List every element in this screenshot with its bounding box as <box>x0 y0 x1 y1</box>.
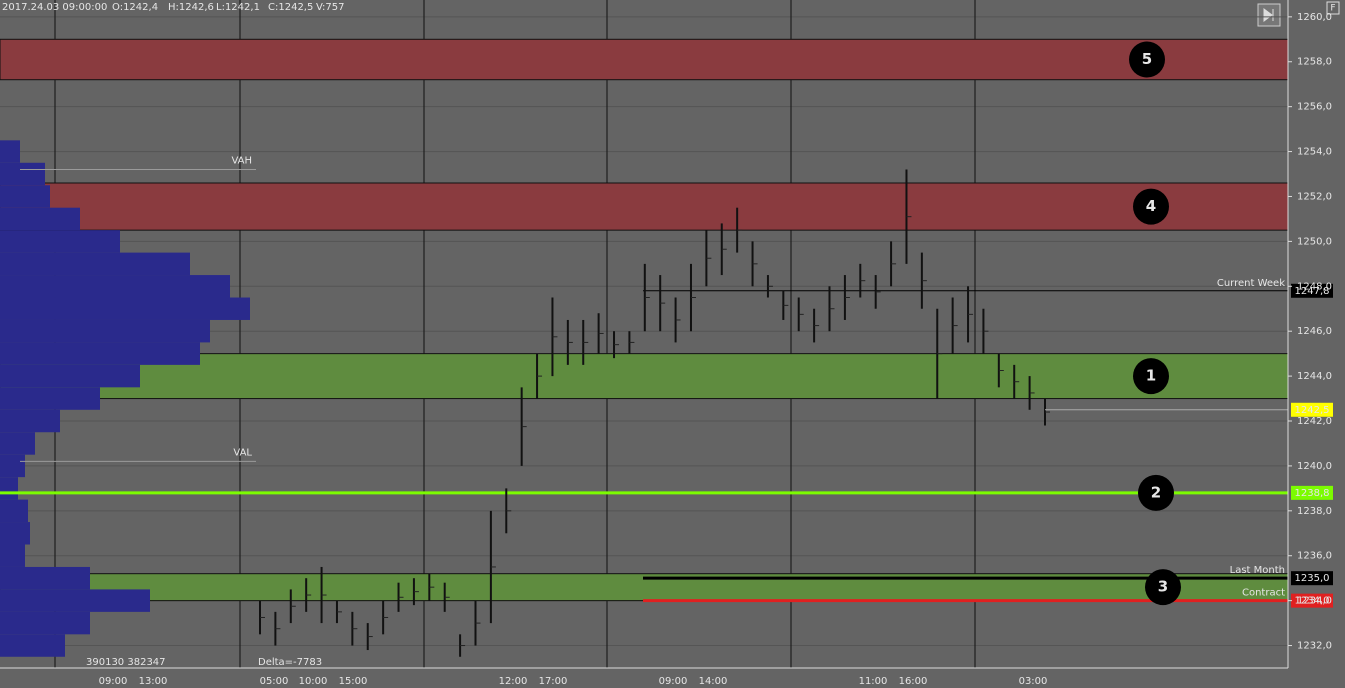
profile-bar <box>0 140 20 163</box>
profile-bar <box>0 230 120 253</box>
f-label: F <box>1330 4 1335 14</box>
zone <box>0 38 1289 81</box>
x-tick-label: 14:00 <box>699 676 728 687</box>
x-tick-label: 10:00 <box>299 676 328 687</box>
price-tag-label: 1242,5 <box>1295 405 1330 416</box>
profile-bar <box>0 319 210 343</box>
profile-bar <box>0 432 35 455</box>
level-name: Contract <box>1242 588 1285 599</box>
y-tick-label: 1246,0 <box>1297 326 1332 337</box>
zone-marker <box>1133 358 1169 395</box>
zone-marker <box>1145 569 1181 606</box>
profile-bar <box>0 499 28 523</box>
x-tick-label: 09:00 <box>659 676 688 687</box>
profile-bar <box>0 409 60 433</box>
value-area-label: VAH <box>231 156 252 167</box>
profile-bar <box>0 252 190 276</box>
y-tick-label: 1258,0 <box>1297 57 1332 68</box>
header-volume: V:757 <box>316 2 344 13</box>
y-tick-label: 1256,0 <box>1297 102 1332 113</box>
zone-marker <box>1133 188 1169 225</box>
x-tick-label: 12:00 <box>499 676 528 687</box>
profile-bar <box>0 364 140 388</box>
profile-bar <box>0 387 100 410</box>
zone-label: 2 <box>1151 483 1161 501</box>
price-tag-label: 1238,8 <box>1295 488 1330 499</box>
footer-delta: Delta=-7783 <box>258 657 322 668</box>
price-tag <box>1291 593 1333 608</box>
profile-bar <box>0 611 90 635</box>
x-tick-label: 09:00 <box>99 676 128 687</box>
x-tick-label: 16:00 <box>899 676 928 687</box>
profile-bar <box>0 454 25 478</box>
footer-volumes: 390130 382347 <box>86 657 166 668</box>
y-tick-label: 1252,0 <box>1297 191 1332 202</box>
level-name: Current Week <box>1217 278 1285 289</box>
profile-bar <box>0 342 200 365</box>
scroll-end-icon <box>1263 8 1274 22</box>
profile-bar <box>0 522 30 545</box>
header-close: C:1242,5 <box>268 2 313 13</box>
zone-label: 4 <box>1146 197 1156 215</box>
profile-bar <box>0 566 90 590</box>
f-button[interactable] <box>1326 1 1340 15</box>
y-tick-label: 1238,0 <box>1297 506 1332 517</box>
price-tag <box>1291 283 1333 298</box>
profile-bar <box>0 207 80 231</box>
header-low: L:1242,1 <box>216 2 260 13</box>
x-tick-label: 05:00 <box>260 676 289 687</box>
y-tick-label: 1254,0 <box>1297 147 1332 158</box>
header-time: 2017.24.03 09:00:00 <box>2 2 107 13</box>
header-open: O:1242,4 <box>112 2 158 13</box>
y-tick-label: 1244,0 <box>1297 371 1332 382</box>
x-tick-label: 03:00 <box>1019 676 1048 687</box>
profile-bar <box>0 477 18 500</box>
zone-marker <box>1129 41 1165 78</box>
profile-bar <box>0 589 150 612</box>
y-tick-label: 1250,0 <box>1297 236 1332 247</box>
y-tick-label: 1240,0 <box>1297 461 1332 472</box>
y-tick-label: 1248,0 <box>1297 281 1332 292</box>
profile-bar <box>0 544 25 567</box>
y-tick-label: 1234,0 <box>1297 596 1332 607</box>
header-high: H:1242,6 <box>168 2 214 13</box>
profile-bar <box>0 634 65 657</box>
zone-label: 5 <box>1142 50 1152 68</box>
x-tick-label: 17:00 <box>539 676 568 687</box>
value-area-label: VAL <box>233 447 252 458</box>
price-tag-label: 1235,0 <box>1295 573 1330 584</box>
profile-bar <box>0 162 45 186</box>
price-tag-label: 1234,0 <box>1295 596 1330 607</box>
zone <box>0 182 1289 231</box>
level-name: Last Month <box>1230 565 1285 576</box>
x-tick-label: 15:00 <box>339 676 368 687</box>
price-tag <box>1291 571 1333 586</box>
y-tick-label: 1232,0 <box>1297 641 1332 652</box>
x-tick-label: 13:00 <box>139 676 168 687</box>
profile-bar <box>0 275 230 298</box>
x-tick-label: 11:00 <box>859 676 888 687</box>
zone-label: 1 <box>1146 367 1156 385</box>
y-tick-label: 1236,0 <box>1297 551 1332 562</box>
y-tick-label: 1242,0 <box>1297 416 1332 427</box>
zone-marker <box>1138 474 1174 511</box>
profile-bar <box>0 185 50 208</box>
zone-label: 3 <box>1158 578 1168 596</box>
price-tag <box>1291 402 1333 417</box>
price-tag-label: 1247,8 <box>1295 286 1330 297</box>
profile-bar <box>0 297 250 320</box>
y-tick-label: 1260,0 <box>1297 12 1332 23</box>
price-tag <box>1291 485 1333 500</box>
